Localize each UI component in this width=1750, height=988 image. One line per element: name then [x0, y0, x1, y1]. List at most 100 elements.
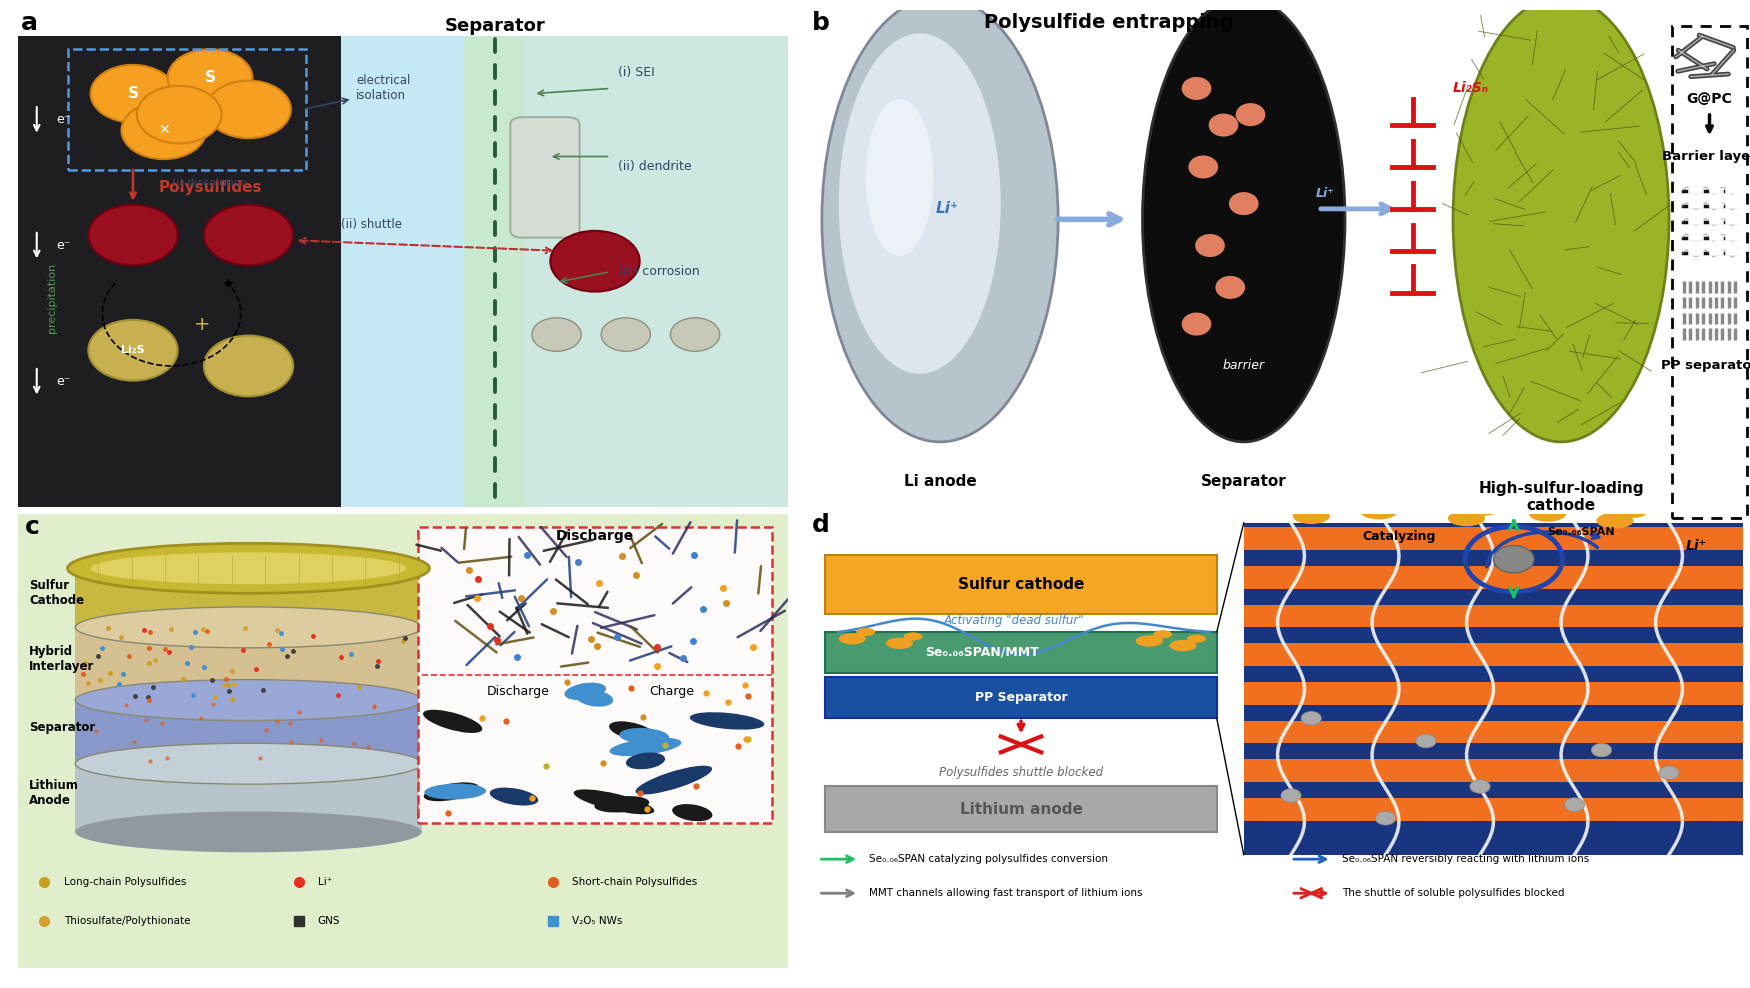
Circle shape: [88, 320, 178, 380]
Bar: [1244, 605, 1743, 627]
Ellipse shape: [1596, 513, 1633, 529]
Ellipse shape: [609, 721, 656, 741]
Circle shape: [1302, 711, 1321, 725]
Text: Barrier layer: Barrier layer: [1662, 150, 1750, 163]
Ellipse shape: [75, 680, 422, 720]
Text: PP separator: PP separator: [1661, 360, 1750, 372]
Ellipse shape: [1554, 500, 1578, 511]
Text: Li anode: Li anode: [903, 473, 977, 489]
Text: e⁻: e⁻: [56, 114, 70, 126]
Circle shape: [1188, 155, 1218, 179]
Circle shape: [1209, 114, 1239, 136]
Text: barrier: barrier: [1223, 360, 1265, 372]
Circle shape: [1181, 312, 1211, 336]
Text: G@PC: G@PC: [1687, 92, 1732, 106]
Circle shape: [670, 318, 719, 352]
Text: Charge: Charge: [649, 685, 695, 698]
Circle shape: [1376, 811, 1396, 825]
Ellipse shape: [1472, 505, 1498, 516]
Ellipse shape: [1169, 640, 1197, 651]
Text: Li⁺: Li⁺: [318, 877, 332, 887]
Text: Li⁺: Li⁺: [1316, 187, 1334, 200]
Circle shape: [168, 49, 252, 107]
Circle shape: [136, 86, 222, 143]
Bar: [1244, 798, 1743, 820]
Text: Separator: Separator: [30, 721, 94, 734]
Text: Se₀.₀₆SPAN reversibly reacting with lithium ions: Se₀.₀₆SPAN reversibly reacting with lith…: [1342, 855, 1589, 864]
Bar: [1244, 566, 1743, 589]
Text: Polysulfides shuttle blocked: Polysulfides shuttle blocked: [940, 767, 1102, 780]
Circle shape: [203, 336, 294, 396]
Ellipse shape: [576, 690, 612, 706]
FancyBboxPatch shape: [418, 528, 772, 823]
Text: Se₀.₀₆SPAN: Se₀.₀₆SPAN: [1547, 527, 1615, 536]
Bar: [1244, 682, 1743, 704]
Ellipse shape: [626, 753, 665, 770]
Ellipse shape: [75, 680, 422, 720]
Circle shape: [1416, 734, 1437, 748]
Circle shape: [1181, 77, 1211, 100]
Circle shape: [1470, 780, 1491, 793]
Circle shape: [88, 205, 178, 266]
Text: Separator: Separator: [1200, 473, 1286, 489]
Ellipse shape: [1143, 0, 1346, 442]
Ellipse shape: [1186, 634, 1206, 643]
Ellipse shape: [635, 766, 712, 794]
Circle shape: [203, 205, 294, 266]
Bar: [1244, 523, 1743, 855]
FancyBboxPatch shape: [826, 786, 1216, 832]
Ellipse shape: [75, 607, 422, 648]
Circle shape: [550, 231, 640, 291]
Text: Thiosulfate/Polythionate: Thiosulfate/Polythionate: [63, 916, 191, 926]
Circle shape: [1236, 103, 1265, 126]
Ellipse shape: [424, 782, 480, 801]
Text: +: +: [194, 314, 210, 334]
Ellipse shape: [1452, 0, 1670, 442]
Ellipse shape: [609, 738, 681, 756]
Ellipse shape: [1153, 630, 1172, 638]
Ellipse shape: [672, 804, 712, 821]
Ellipse shape: [1620, 507, 1647, 518]
Text: Lithium anode: Lithium anode: [567, 514, 700, 533]
Bar: [75, 700, 422, 764]
Text: (iii) corrosion: (iii) corrosion: [618, 265, 700, 279]
Text: Polysulfides: Polysulfides: [158, 181, 262, 196]
Ellipse shape: [75, 743, 422, 784]
Ellipse shape: [1530, 506, 1566, 522]
Bar: [75, 568, 422, 627]
Text: (ii) shuttle: (ii) shuttle: [341, 218, 402, 231]
Ellipse shape: [1384, 498, 1410, 509]
Circle shape: [532, 318, 581, 352]
Text: Polysulfide entrapping: Polysulfide entrapping: [984, 14, 1234, 33]
FancyBboxPatch shape: [826, 678, 1216, 718]
Bar: [1244, 528, 1743, 550]
Ellipse shape: [903, 632, 922, 640]
Text: (i) dissolution: (i) dissolution: [172, 178, 247, 188]
Circle shape: [1216, 276, 1244, 299]
Ellipse shape: [1360, 504, 1396, 520]
Bar: [464, 36, 525, 508]
Text: Long-chain Polysulfides: Long-chain Polysulfides: [63, 877, 186, 887]
Ellipse shape: [838, 34, 1001, 373]
Text: electrical
isolation: electrical isolation: [357, 74, 411, 103]
Text: Li₂S: Li₂S: [121, 345, 145, 356]
Circle shape: [1493, 545, 1535, 573]
Bar: [1244, 759, 1743, 782]
Text: Se₀.₀₆SPAN/MMT: Se₀.₀₆SPAN/MMT: [926, 646, 1040, 659]
Ellipse shape: [75, 607, 422, 648]
Text: b: b: [812, 11, 829, 35]
Circle shape: [1281, 788, 1302, 802]
Ellipse shape: [1318, 502, 1342, 514]
Text: Catalyzing: Catalyzing: [1362, 530, 1435, 543]
Ellipse shape: [838, 633, 866, 644]
Text: V₂O₅ NWs: V₂O₅ NWs: [572, 916, 623, 926]
Text: Lithium anode: Lithium anode: [959, 801, 1083, 817]
Circle shape: [91, 65, 175, 123]
Text: PP Separator: PP Separator: [975, 692, 1068, 704]
Text: S: S: [128, 86, 138, 101]
Text: c: c: [24, 516, 40, 539]
Bar: [1244, 720, 1743, 743]
Ellipse shape: [574, 789, 654, 814]
Text: Li⁺: Li⁺: [1685, 538, 1706, 552]
Ellipse shape: [1447, 511, 1486, 527]
